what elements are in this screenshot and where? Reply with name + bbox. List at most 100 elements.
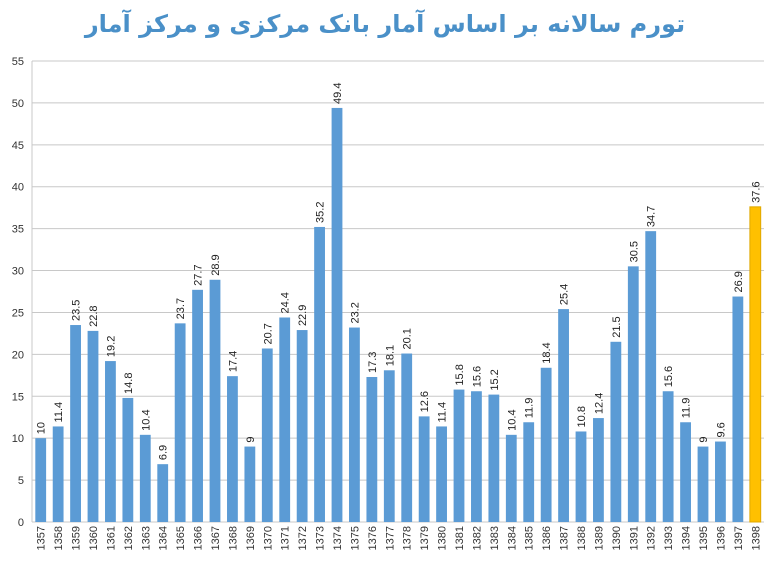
data-label-1389: 12.4 [593, 393, 605, 414]
bar-1374 [331, 107, 343, 523]
x-tick-label-1371: 1371 [280, 526, 292, 550]
data-label-1363: 10.4 [140, 409, 152, 430]
x-tick-label-1359: 1359 [71, 526, 83, 550]
bar-1395 [697, 446, 709, 522]
x-tick-label-1397: 1397 [733, 526, 745, 550]
x-tick-label-1381: 1381 [454, 526, 466, 550]
x-tick-label-1357: 1357 [36, 526, 48, 550]
data-labels: 10 11.4 23.5 22.8 19.2 14.8 10.4 6.9 23.7 27.7 28.… [36, 83, 763, 461]
data-label-1392: 34.7 [646, 206, 658, 227]
bar-1397 [732, 296, 744, 522]
data-label-1380: 11.4 [437, 402, 449, 423]
data-label-1358: 11.4 [53, 402, 65, 423]
x-tick-label-1376: 1376 [367, 526, 379, 550]
bar-1398 [749, 206, 762, 523]
bars [35, 107, 762, 523]
data-label-1376: 17.3 [367, 352, 379, 373]
data-label-1370: 20.7 [262, 323, 274, 344]
x-tick-label-1378: 1378 [402, 526, 414, 550]
data-label-1374: 49.4 [332, 83, 344, 104]
data-label-1357: 10 [36, 422, 48, 434]
x-tick-label-1373: 1373 [315, 526, 327, 550]
bar-1359 [70, 325, 81, 522]
bar-1368 [227, 376, 238, 522]
bar-1373 [314, 226, 325, 522]
bar-1372 [296, 330, 308, 522]
bar-1394 [680, 422, 691, 522]
bar-1390 [610, 341, 622, 522]
data-label-1388: 10.8 [576, 406, 588, 427]
bar-1361 [105, 361, 116, 522]
data-label-1390: 21.5 [611, 316, 623, 337]
y-tick-label: 50 [12, 98, 24, 110]
bar-1384 [505, 434, 517, 522]
y-tick-label: 55 [12, 56, 24, 68]
data-label-1361: 19.2 [105, 336, 117, 357]
bar-1366 [192, 289, 203, 522]
x-tick-label-1389: 1389 [593, 526, 605, 550]
x-tick-label-1390: 1390 [611, 526, 623, 550]
bar-1363 [139, 434, 151, 522]
chart-title: تورم سالانه بر اساس آمار بانک مرکزی و مر… [84, 10, 686, 38]
data-label-1396: 9.6 [715, 422, 727, 437]
bar-1389 [593, 418, 604, 522]
bar-1383 [488, 394, 500, 522]
x-tick-label-1391: 1391 [628, 526, 640, 550]
data-label-1364: 6.9 [158, 445, 170, 460]
bar-1378 [401, 353, 413, 522]
bar-1360 [87, 330, 99, 522]
y-tick-label: 0 [18, 517, 24, 529]
bar-1371 [279, 317, 291, 522]
x-tick-label-1388: 1388 [576, 526, 588, 550]
x-tick-label-1386: 1386 [541, 526, 553, 550]
y-tick-label: 35 [12, 224, 24, 236]
bar-1391 [627, 266, 639, 522]
y-tick-label: 20 [12, 349, 24, 361]
bar-1357 [35, 438, 47, 522]
data-label-1387: 25.4 [559, 284, 571, 305]
bar-1392 [645, 231, 657, 522]
x-tick-label-1382: 1382 [471, 526, 483, 550]
bar-1388 [575, 431, 587, 522]
data-label-1395: 9 [698, 436, 710, 442]
x-tick-label-1395: 1395 [698, 526, 710, 550]
x-tick-label-1374: 1374 [332, 526, 344, 550]
data-label-1383: 15.2 [489, 369, 501, 390]
data-label-1385: 11.9 [524, 398, 536, 419]
data-label-1379: 12.6 [419, 391, 431, 412]
x-axis-ticks: 1357 1358 1359 1360 1361 1362 1363 1364 1365 1366… [36, 526, 763, 550]
y-tick-label: 5 [18, 475, 24, 487]
x-tick-label-1396: 1396 [715, 526, 727, 550]
bar-1367 [209, 279, 221, 522]
bar-1385 [523, 422, 535, 522]
x-tick-label-1363: 1363 [140, 526, 152, 550]
y-tick-label: 40 [12, 182, 24, 194]
bar-1386 [540, 367, 552, 522]
data-label-1371: 24.4 [280, 292, 292, 313]
x-tick-label-1369: 1369 [245, 526, 257, 550]
data-label-1373: 35.2 [315, 202, 327, 223]
data-label-1378: 20.1 [402, 328, 414, 349]
bar-1377 [383, 370, 395, 522]
data-label-1386: 18.4 [541, 342, 553, 363]
bar-1375 [349, 327, 360, 522]
x-tick-label-1375: 1375 [349, 526, 361, 550]
data-label-1369: 9 [245, 436, 257, 442]
data-label-1381: 15.8 [454, 364, 466, 385]
y-tick-label: 25 [12, 307, 24, 319]
x-tick-label-1364: 1364 [158, 526, 170, 550]
x-tick-label-1385: 1385 [524, 526, 536, 550]
data-label-1372: 22.9 [297, 305, 309, 326]
x-tick-label-1383: 1383 [489, 526, 501, 550]
bar-1382 [471, 391, 482, 522]
x-tick-label-1358: 1358 [53, 526, 65, 550]
x-tick-label-1377: 1377 [384, 526, 396, 550]
bar-1370 [261, 348, 273, 522]
bar-1381 [453, 389, 465, 522]
x-tick-label-1387: 1387 [559, 526, 571, 550]
data-label-1377: 18.1 [384, 345, 396, 366]
data-label-1365: 23.7 [175, 298, 187, 319]
x-tick-label-1384: 1384 [506, 526, 518, 550]
x-tick-label-1393: 1393 [663, 526, 675, 550]
